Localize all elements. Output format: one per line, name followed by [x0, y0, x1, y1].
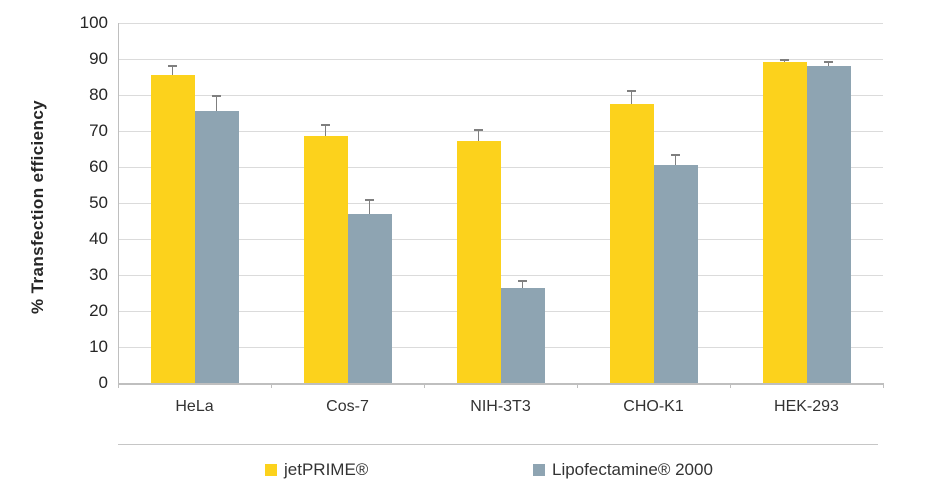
legend-separator	[118, 444, 878, 445]
error-bar-cap	[474, 129, 483, 132]
error-bar-cap	[518, 280, 527, 283]
bar-lipofectamine	[194, 111, 239, 383]
category-label: CHO-K1	[623, 398, 684, 415]
y-tick-label: 80	[89, 85, 108, 104]
category-label: HEK-293	[774, 398, 839, 415]
bar-jetprime	[609, 104, 654, 383]
y-tick-label: 70	[89, 121, 108, 140]
x-axis-tick	[730, 383, 731, 388]
gridline	[118, 131, 883, 132]
y-tick-label: 30	[89, 265, 108, 284]
error-bar-line	[172, 65, 173, 76]
error-bar-line	[325, 124, 326, 136]
bar-jetprime	[303, 135, 348, 383]
y-tick-label: 40	[89, 229, 108, 248]
x-axis-tick	[424, 383, 425, 388]
bar-jetprime	[762, 61, 807, 383]
error-bar-line	[631, 91, 632, 105]
x-axis-line	[118, 383, 883, 385]
legend-item-lipofectamine: Lipofectamine® 2000	[533, 460, 713, 480]
legend-swatch-lipofectamine-icon	[533, 464, 545, 476]
y-tick-label: 10	[89, 337, 108, 356]
gridline	[118, 203, 883, 204]
error-bar-line	[675, 155, 676, 165]
legend-label-jetprime: jetPRIME®	[284, 460, 369, 479]
x-axis-tick	[577, 383, 578, 388]
error-bar-cap	[321, 123, 330, 126]
error-bar-line	[369, 200, 370, 214]
bar-jetprime	[150, 75, 195, 383]
gridline	[118, 239, 883, 240]
error-bar-cap	[212, 94, 221, 97]
y-tick-label: 60	[89, 157, 108, 176]
error-bar-line	[828, 61, 829, 67]
legend-swatch-jetprime-icon	[265, 464, 277, 476]
category-label: HeLa	[175, 398, 214, 415]
bar-lipofectamine	[653, 164, 698, 383]
error-bar-line	[216, 95, 217, 112]
error-bar-line	[478, 130, 479, 141]
bar-lipofectamine	[347, 213, 392, 383]
gridline	[118, 95, 883, 96]
legend-item-jetprime: jetPRIME®	[265, 460, 368, 480]
gridline	[118, 167, 883, 168]
y-tick-label: 0	[98, 373, 108, 392]
bar-lipofectamine	[806, 66, 851, 383]
y-axis-line	[118, 23, 119, 387]
y-tick-label: 100	[79, 13, 108, 32]
gridline	[118, 275, 883, 276]
y-tick-label: 50	[89, 193, 108, 212]
bar-jetprime	[456, 140, 501, 383]
error-bar-cap	[168, 64, 177, 67]
x-axis-tick	[118, 383, 119, 388]
x-axis-tick	[271, 383, 272, 388]
error-bar-cap	[824, 60, 833, 63]
gridline	[118, 59, 883, 60]
error-bar-cap	[627, 90, 636, 93]
error-bar-cap	[365, 199, 374, 202]
error-bar-line	[522, 281, 523, 288]
gridline	[118, 23, 883, 24]
category-label: NIH-3T3	[470, 398, 531, 415]
category-label: Cos-7	[326, 398, 369, 415]
y-tick-label: 90	[89, 49, 108, 68]
error-bar-cap	[671, 154, 680, 157]
y-tick-label: 20	[89, 301, 108, 320]
error-bar-cap	[780, 59, 789, 62]
legend-label-lipofectamine: Lipofectamine® 2000	[552, 460, 713, 479]
x-axis-tick	[883, 383, 884, 388]
bar-lipofectamine	[500, 287, 545, 383]
